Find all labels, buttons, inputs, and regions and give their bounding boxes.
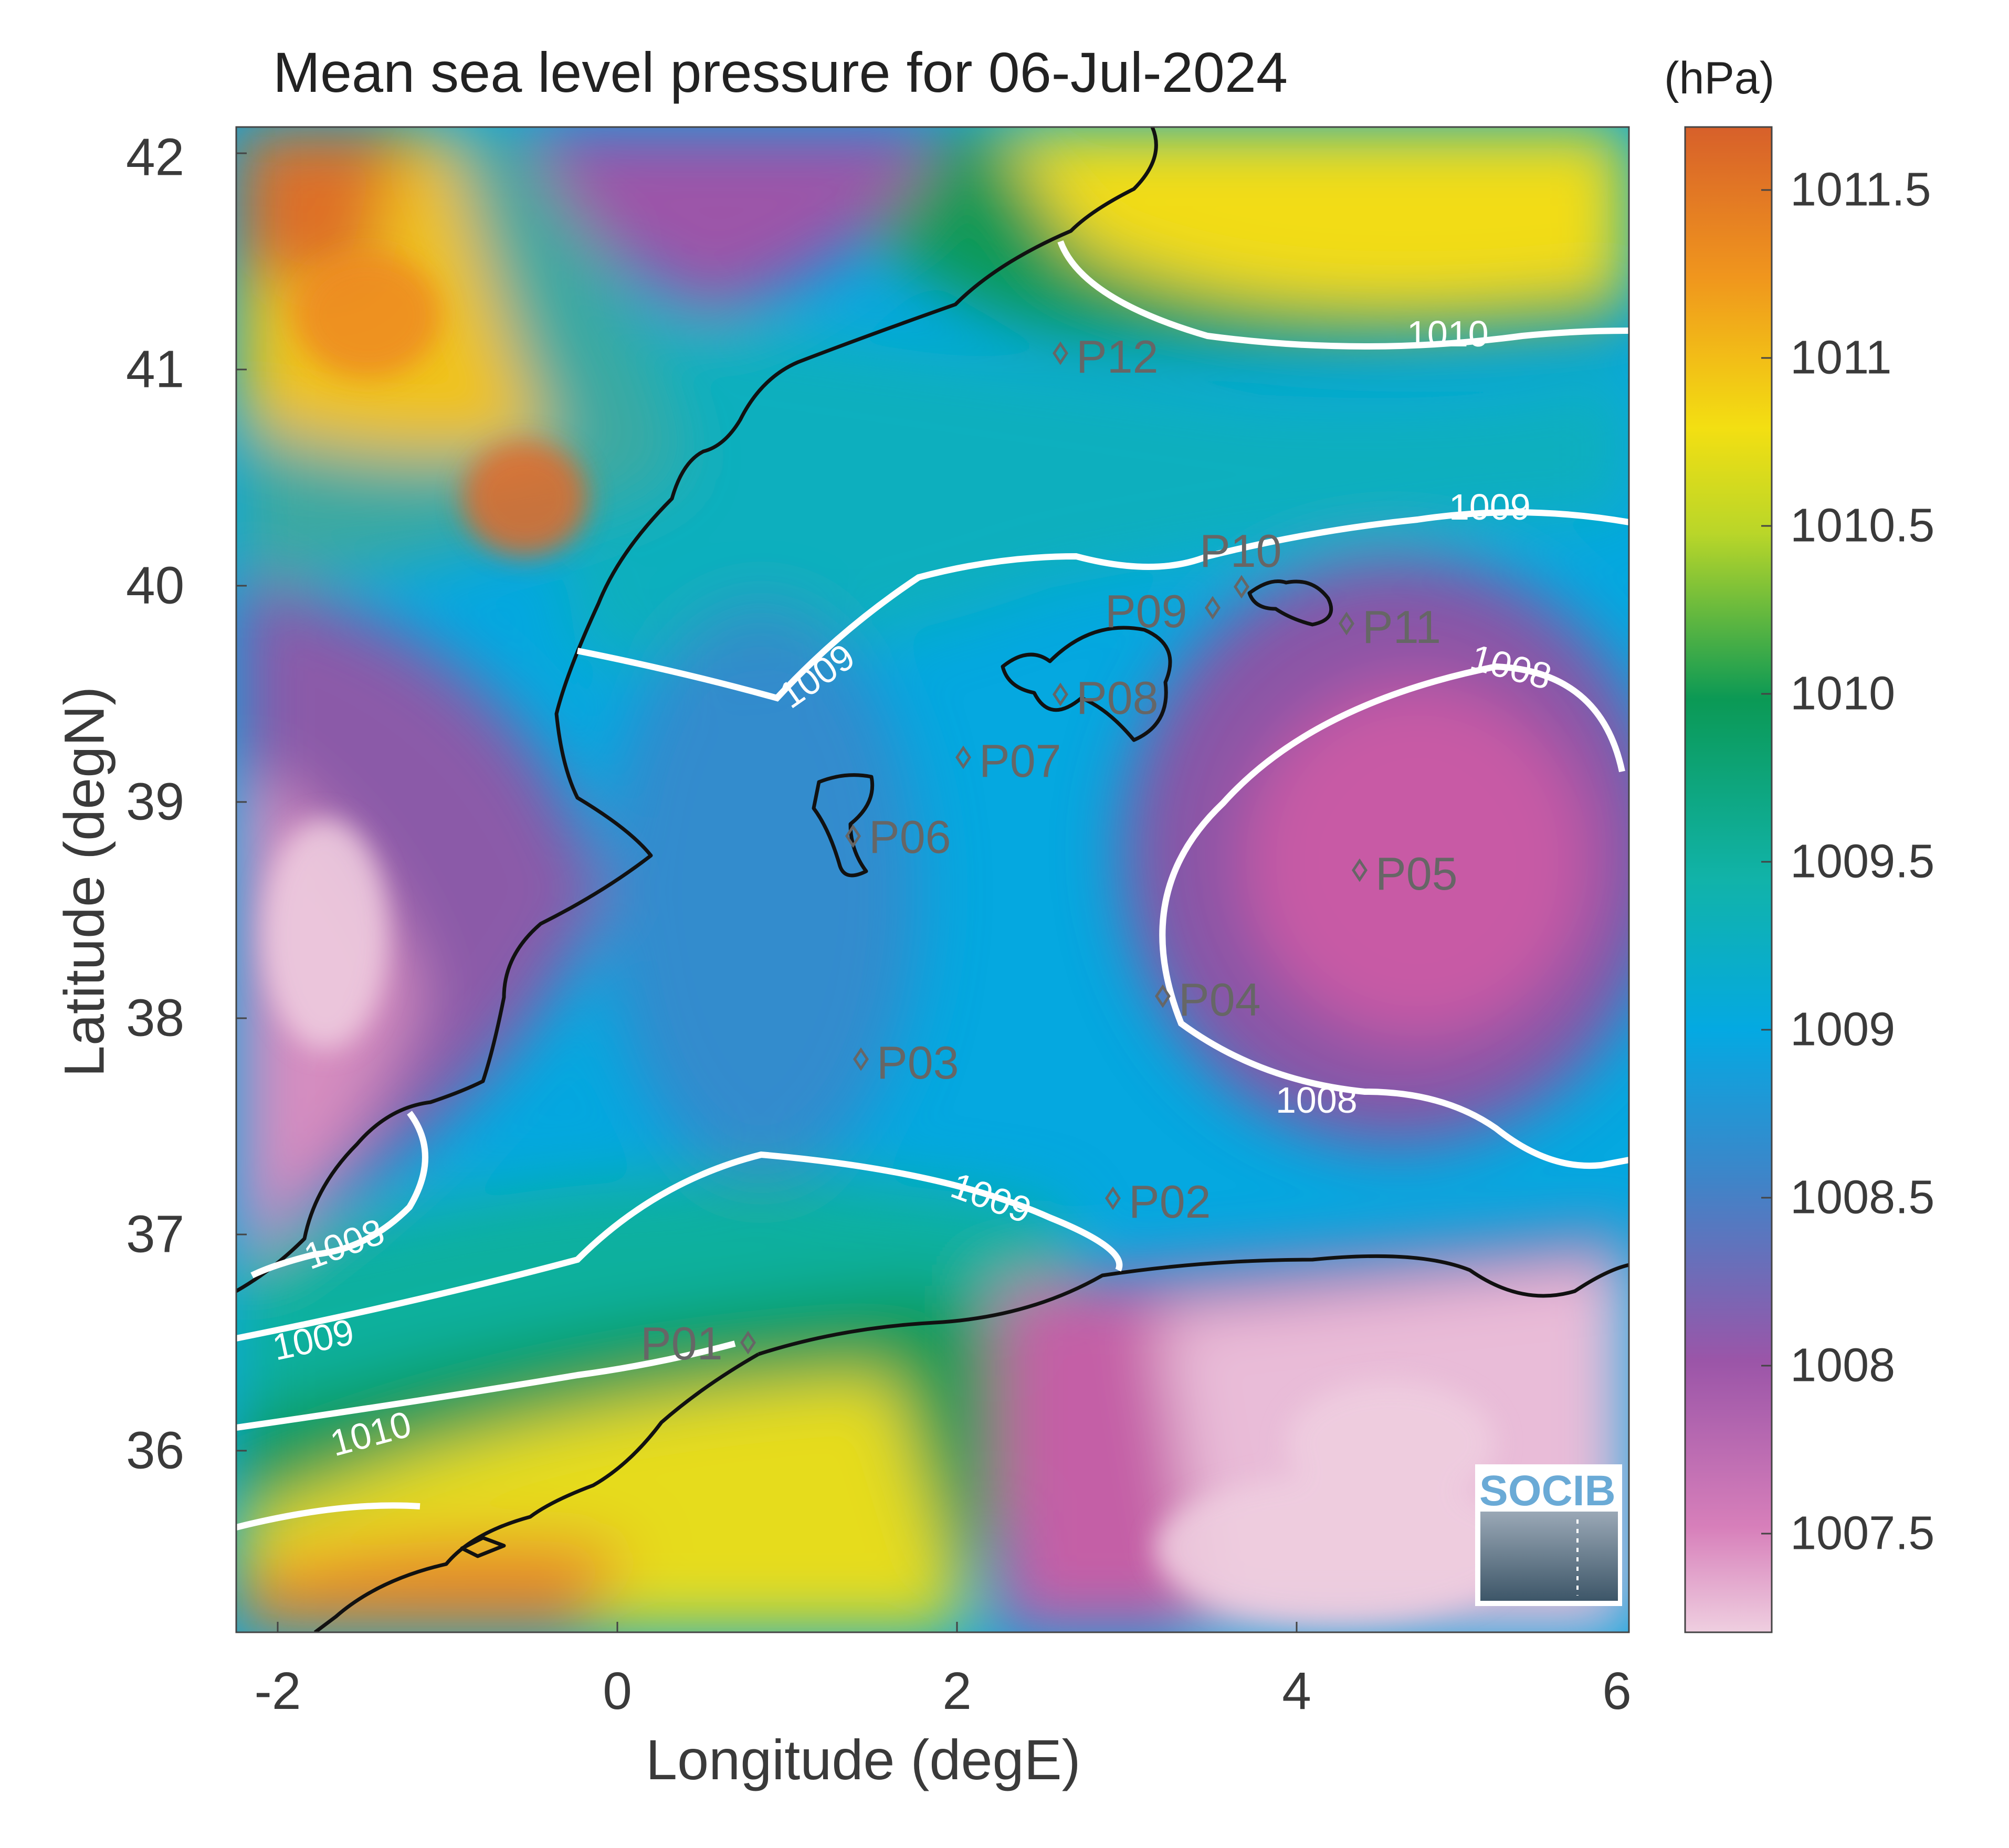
plot-frame xyxy=(235,126,1630,1633)
y-tick-label: 40 xyxy=(126,556,185,615)
station-label-p09: P09 xyxy=(1105,585,1187,637)
contour-label-1010-north: 1010 xyxy=(1407,313,1489,354)
colorbar-tick-label: 1008.5 xyxy=(1790,1171,1935,1224)
station-marker-p07 xyxy=(955,745,972,769)
colorbar-tick-label: 1010.5 xyxy=(1790,499,1935,552)
station-marker-p05 xyxy=(1351,858,1368,882)
x-tick-label: 0 xyxy=(603,1662,632,1720)
station-label-p05: P05 xyxy=(1375,848,1458,900)
colorbar xyxy=(1684,126,1773,1633)
colorbar-tick-label: 1010 xyxy=(1790,667,1896,720)
contour-label-1008-south: 1008 xyxy=(1276,1080,1358,1121)
y-tick-label: 36 xyxy=(126,1421,185,1480)
x-tick-label: 6 xyxy=(1602,1662,1632,1720)
socib-logo-text: SOCIB xyxy=(1479,1467,1616,1515)
station-label-p03: P03 xyxy=(877,1037,959,1089)
station-label-p12: P12 xyxy=(1076,331,1159,383)
station-label-p06: P06 xyxy=(869,811,951,863)
station-marker-p09 xyxy=(1204,596,1221,620)
y-tick-label: 39 xyxy=(126,772,185,831)
x-tick-label: 2 xyxy=(942,1662,972,1720)
axis-ticks xyxy=(236,152,1630,1632)
station-markers: P01 P02 P03 P04 P05 P06 P07 P08 P09 P10 … xyxy=(640,331,1458,1369)
station-marker-p06 xyxy=(845,824,861,848)
y-tick-label: 41 xyxy=(126,340,185,399)
station-label-p04: P04 xyxy=(1179,974,1261,1026)
station-label-p11: P11 xyxy=(1362,601,1441,653)
coastline xyxy=(236,127,1629,1632)
station-marker-p10 xyxy=(1233,575,1250,599)
colorbar-tick-label: 1009.5 xyxy=(1790,835,1935,888)
figure-title: Mean sea level pressure for 06-Jul-2024 xyxy=(273,40,1288,104)
x-tick-label: -2 xyxy=(254,1662,301,1720)
colorbar-tick-label: 1007.5 xyxy=(1790,1507,1935,1560)
station-label-p02: P02 xyxy=(1129,1176,1211,1228)
x-axis-label: Longitude (degE) xyxy=(646,1728,1081,1791)
colorbar-unit-label: (hPa) xyxy=(1664,53,1775,103)
station-marker-p11 xyxy=(1338,611,1355,636)
station-marker-p03 xyxy=(853,1047,869,1071)
pressure-field xyxy=(236,127,1629,1632)
contour-label-1009-north: 1009 xyxy=(1449,487,1531,527)
station-label-p01: P01 xyxy=(640,1317,723,1369)
socib-logo: SOCIB xyxy=(1475,1464,1622,1606)
colorbar-tick-label: 1008 xyxy=(1790,1339,1896,1392)
colorbar-tick-label: 1011 xyxy=(1790,331,1892,384)
y-tick-label: 37 xyxy=(126,1205,185,1264)
station-label-p07: P07 xyxy=(979,735,1061,787)
y-tick-label: 38 xyxy=(126,988,185,1048)
y-tick-label: 42 xyxy=(126,128,185,187)
station-marker-p12 xyxy=(1052,341,1069,365)
station-marker-p02 xyxy=(1105,1186,1121,1210)
station-marker-p01 xyxy=(740,1330,756,1355)
station-label-p10: P10 xyxy=(1200,525,1282,577)
x-tick-label: 4 xyxy=(1282,1662,1311,1720)
station-marker-p04 xyxy=(1154,984,1171,1008)
station-label-p08: P08 xyxy=(1076,672,1159,724)
colorbar-tick-label: 1009 xyxy=(1790,1003,1896,1056)
colorbar-ticks xyxy=(1761,189,1772,1535)
contour-lines xyxy=(236,240,1629,1530)
colorbar-tick-label: 1011.5 xyxy=(1790,163,1931,216)
station-marker-p08 xyxy=(1052,682,1069,706)
